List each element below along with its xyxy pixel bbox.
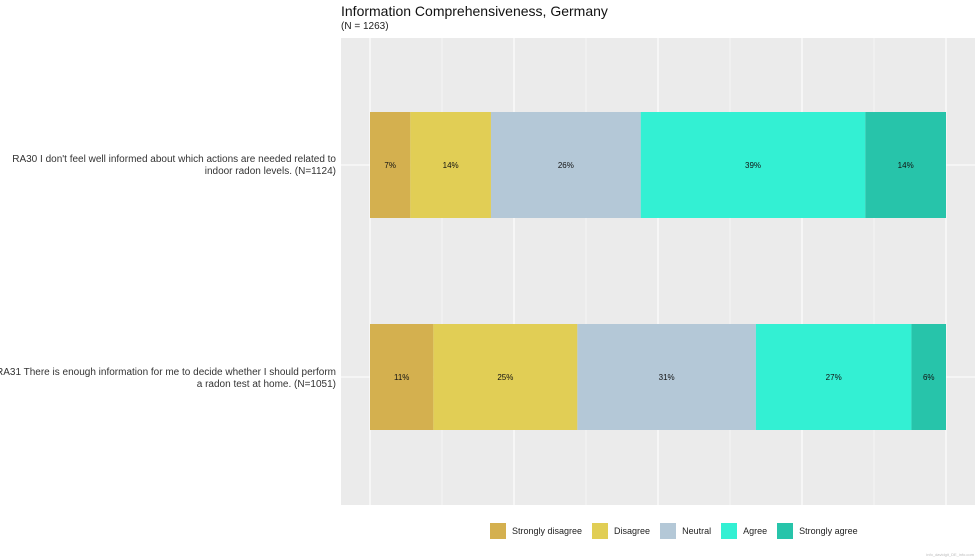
bar-labels: 7% 14% 26% 39% 14% 11% 25% 31% 27% 6%: [384, 161, 934, 382]
legend-swatch: [490, 523, 506, 539]
bar-data-label: 26%: [558, 161, 574, 170]
legend-swatch: [592, 523, 609, 539]
legend-item: Neutral: [660, 523, 711, 539]
legend-label: Neutral: [682, 526, 712, 536]
bar-data-label: 39%: [745, 161, 761, 170]
legend-label: Disagree: [614, 526, 651, 536]
chart-title: Information Comprehensiveness, Germany: [341, 3, 608, 19]
stacked-bar-chart: 7% 14% 26% 39% 14% 11% 25% 31% 27% 6%: [341, 38, 975, 505]
bars: [370, 112, 946, 430]
bar-segment: [640, 112, 866, 218]
watermark: info_davidgit_DE_info.com: [926, 552, 974, 557]
bar-segment: [577, 324, 756, 430]
legend: Strongly disagree Disagree Neutral Agree Str…: [490, 523, 868, 539]
bar-data-label: 11%: [394, 373, 409, 382]
category-label-line: indoor radon levels. (N=1124): [204, 166, 336, 177]
legend-item: Strongly disagree: [490, 523, 582, 539]
bar-data-label: 14%: [443, 161, 459, 170]
bar-segment: [410, 112, 491, 218]
category-label-ra30: RA30 I don't feel well informed about wh…: [0, 154, 336, 178]
legend-swatch: [660, 523, 677, 539]
category-label-line: RA31 There is enough information for me …: [0, 367, 336, 378]
bar-data-label: 25%: [497, 373, 513, 382]
bar-segment: [370, 324, 434, 430]
legend-item: Agree: [721, 523, 767, 539]
legend-label: Agree: [743, 526, 768, 536]
bar-segment: [370, 112, 411, 218]
legend-label: Strongly disagree: [512, 526, 583, 536]
legend-swatch: [777, 523, 794, 539]
bar-segment: [755, 324, 912, 430]
bar-segment: [911, 324, 946, 430]
legend-item: Strongly agree: [777, 523, 858, 539]
category-label-ra31: RA31 There is enough information for me …: [0, 367, 336, 391]
legend-swatch: [721, 523, 738, 539]
category-label-line: RA30 I don't feel well informed about wh…: [12, 154, 336, 165]
legend-item: Disagree: [592, 523, 650, 539]
bar-data-label: 14%: [898, 161, 914, 170]
bar-segment: [490, 112, 641, 218]
legend-label: Strongly agree: [799, 526, 858, 536]
bar-segment: [865, 112, 946, 218]
category-label-line: a radon test at home. (N=1051): [196, 379, 336, 390]
bar-data-label: 7%: [384, 161, 396, 170]
bar-data-label: 31%: [659, 373, 675, 382]
bar-data-label: 6%: [923, 373, 935, 382]
bar-segment: [433, 324, 578, 430]
bar-data-label: 27%: [826, 373, 842, 382]
chart-subtitle: (N = 1263): [341, 21, 389, 32]
